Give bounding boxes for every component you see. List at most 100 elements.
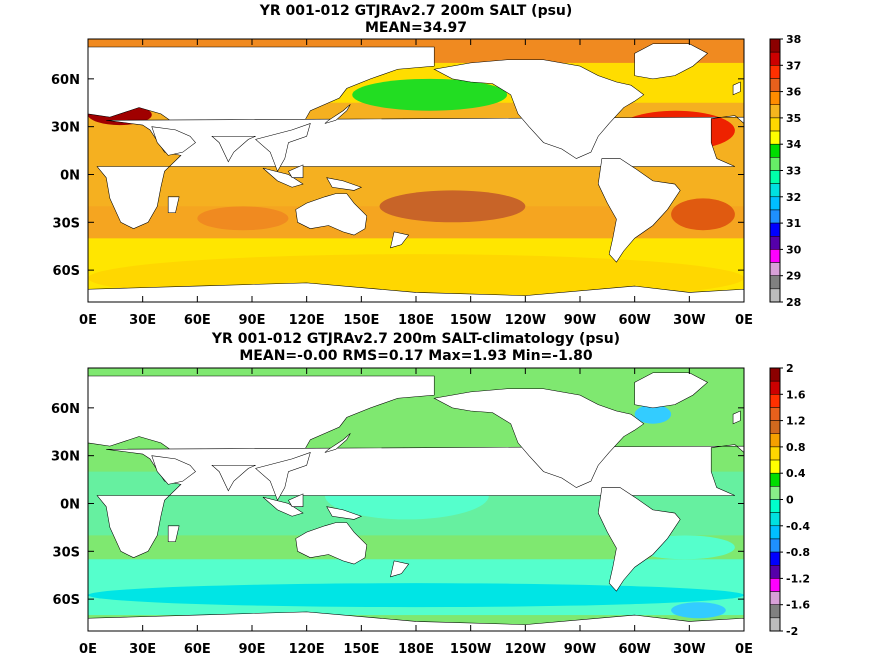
y-tick-label: 60N bbox=[51, 73, 80, 88]
colorbar-label: -1.6 bbox=[786, 599, 810, 612]
colorbar-swatch bbox=[769, 183, 781, 198]
x-tick-label: 180E bbox=[398, 313, 434, 328]
x-tick-label: 60W bbox=[618, 313, 650, 328]
colorbar-swatch bbox=[769, 433, 781, 448]
y-tick-label: 30N bbox=[51, 450, 80, 465]
colorbar-swatch bbox=[769, 446, 781, 461]
colorbar-label: 28 bbox=[786, 296, 801, 309]
landmass bbox=[635, 44, 708, 79]
x-tick-label: 150E bbox=[343, 313, 379, 328]
colorbar-label: 30 bbox=[786, 243, 802, 256]
x-tick-label: 120E bbox=[289, 313, 325, 328]
chart1-title: YR 001-012 GTJRAv2.7 200m SALT (psu) bbox=[259, 3, 573, 19]
x-tick-label: 120W bbox=[505, 642, 546, 656]
colorbar-swatch bbox=[769, 143, 781, 158]
colorbar-label: 29 bbox=[786, 270, 801, 283]
chart2-subtitle: MEAN=-0.00 RMS=0.17 Max=1.93 Min=-1.80 bbox=[239, 348, 593, 364]
y-tick-label: 0N bbox=[60, 497, 80, 512]
colorbar-swatch bbox=[769, 157, 781, 171]
y-tick-label: 60S bbox=[53, 593, 80, 608]
region-5 bbox=[671, 198, 735, 231]
colorbar-swatch bbox=[769, 91, 781, 105]
colorbar-swatch bbox=[769, 249, 781, 263]
landmass bbox=[390, 232, 408, 248]
colorbar-swatch bbox=[769, 130, 781, 145]
landmass bbox=[152, 127, 196, 156]
chart2-title: YR 001-012 GTJRAv2.7 200m SALT-climatolo… bbox=[211, 331, 621, 347]
x-tick-label: 0E bbox=[79, 642, 97, 656]
landmass bbox=[598, 488, 680, 592]
colorbar-label: 0 bbox=[786, 494, 794, 507]
colorbar-swatch bbox=[769, 275, 781, 290]
landmass bbox=[168, 197, 179, 213]
landmass bbox=[296, 194, 367, 235]
landmass bbox=[168, 526, 179, 542]
y-tick-label: 60S bbox=[53, 264, 80, 279]
colorbar-label: 34 bbox=[786, 138, 802, 151]
landmass bbox=[296, 523, 367, 564]
colorbar-swatch bbox=[769, 591, 781, 605]
colorbar-swatch bbox=[769, 538, 781, 553]
landmass bbox=[288, 494, 303, 507]
colorbar-swatch bbox=[769, 604, 781, 619]
x-tick-label: 30E bbox=[129, 313, 156, 328]
colorbar-swatch bbox=[769, 486, 781, 500]
x-tick-label: 120W bbox=[505, 313, 546, 328]
colorbar-label: -2 bbox=[786, 625, 798, 638]
colorbar-swatch bbox=[769, 288, 781, 303]
colorbar-swatch bbox=[769, 499, 781, 513]
x-tick-label: 150W bbox=[450, 313, 491, 328]
colorbar-label: 35 bbox=[786, 112, 801, 125]
colorbar-label: 36 bbox=[786, 86, 802, 99]
x-tick-label: 0E bbox=[79, 313, 97, 328]
colorbar-swatch bbox=[769, 236, 781, 250]
x-tick-label: 180E bbox=[398, 642, 434, 656]
y-tick-label: 30N bbox=[51, 121, 80, 136]
landmass bbox=[212, 465, 256, 491]
colorbar-swatch bbox=[769, 394, 781, 408]
landmass bbox=[733, 411, 740, 424]
landmass bbox=[733, 82, 740, 95]
x-tick-label: 30W bbox=[673, 642, 705, 656]
colorbar-swatch bbox=[769, 222, 781, 237]
colorbar-label: 37 bbox=[786, 59, 801, 72]
y-tick-label: 30S bbox=[53, 545, 80, 560]
colorbar-swatch bbox=[769, 407, 781, 421]
x-tick-label: 90W bbox=[564, 313, 596, 328]
landmass bbox=[598, 159, 680, 263]
colorbar-swatch bbox=[769, 209, 781, 224]
colorbar-label: -0.4 bbox=[786, 520, 810, 533]
landmass bbox=[635, 373, 708, 408]
colorbar-swatch bbox=[769, 525, 781, 540]
region-3 bbox=[634, 404, 672, 424]
colorbar-swatch bbox=[769, 459, 781, 474]
x-tick-label: 150E bbox=[343, 642, 379, 656]
landmass bbox=[325, 104, 351, 123]
colorbar-swatch bbox=[769, 196, 781, 211]
y-tick-label: 0N bbox=[60, 168, 80, 183]
colorbar-swatch bbox=[769, 578, 781, 592]
colorbar-swatch bbox=[769, 262, 781, 276]
colorbar-swatch bbox=[769, 551, 781, 566]
colorbar-label: 2 bbox=[786, 362, 794, 375]
colorbar-swatch bbox=[769, 170, 781, 184]
colorbar-label: 1.6 bbox=[786, 388, 806, 401]
region-6 bbox=[352, 78, 508, 111]
colorbar-label: 32 bbox=[786, 191, 801, 204]
region-3 bbox=[379, 190, 526, 223]
colorbar-label: 38 bbox=[786, 33, 801, 46]
x-tick-label: 60E bbox=[184, 642, 211, 656]
colorbar-swatch bbox=[769, 51, 781, 66]
landmass bbox=[256, 452, 311, 500]
chart1-subtitle: MEAN=34.97 bbox=[364, 20, 468, 36]
colorbar-swatch bbox=[769, 617, 781, 632]
colorbar-swatch bbox=[769, 104, 781, 119]
x-tick-label: 120E bbox=[289, 642, 325, 656]
landmass bbox=[212, 136, 256, 162]
colorbar-swatch bbox=[769, 117, 781, 132]
chart2-plot: 0E 30E 60E 90E 120E 150E 180E 150W 120W 90W 60W 30W… bbox=[51, 362, 810, 656]
x-tick-label: 30E bbox=[129, 642, 156, 656]
colorbar-swatch bbox=[769, 565, 781, 579]
landmass bbox=[434, 60, 644, 159]
colorbar-label: 0.8 bbox=[786, 441, 806, 454]
